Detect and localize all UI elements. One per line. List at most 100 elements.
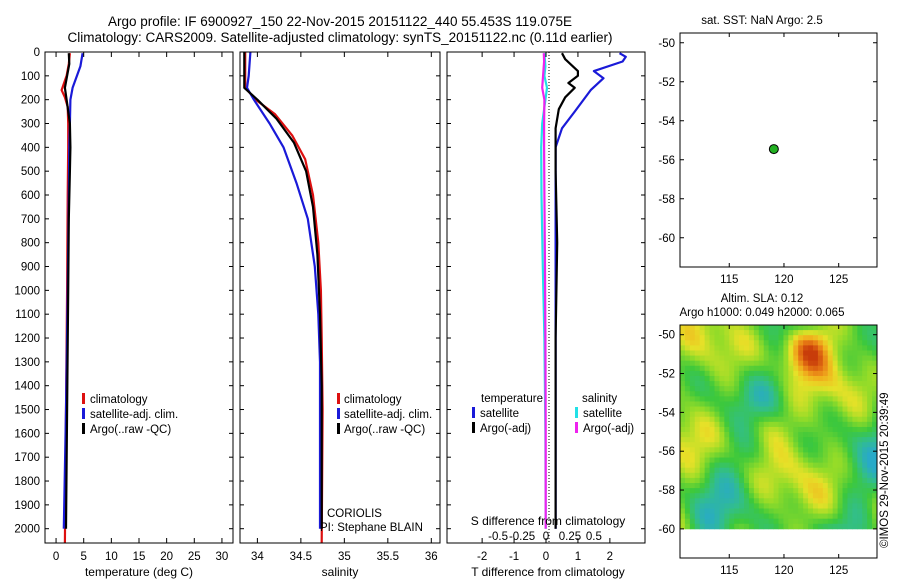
sla-cell (798, 381, 804, 387)
sla-heatmap-cells (680, 325, 878, 530)
sla-cell (699, 411, 706, 418)
sla-cell (724, 523, 730, 530)
depth-axis-labels: 0100200300400500600700800900100011001200… (14, 47, 40, 536)
sla-cell (803, 340, 809, 346)
sla-cell (808, 518, 814, 525)
sla-cell (812, 426, 819, 433)
sla-cell (783, 360, 789, 367)
sla-cell (773, 330, 779, 336)
position-ytick-label: -54 (658, 116, 675, 128)
sla-cell (778, 452, 784, 458)
sla-cell (872, 355, 878, 362)
sla-cell (763, 335, 770, 341)
sla-cell (837, 457, 843, 464)
sla-cell (778, 370, 784, 377)
sla-cell (812, 350, 819, 356)
sla-cell (773, 381, 779, 387)
sla-cell (768, 421, 774, 428)
sla-cell (714, 386, 720, 392)
sla-cell (699, 355, 706, 362)
sla-cell (768, 498, 774, 504)
sla-cell (817, 437, 824, 443)
position-points (768, 144, 779, 155)
sla-cell (763, 518, 770, 525)
sla-cell (798, 457, 804, 464)
sla-cell (832, 483, 838, 489)
sla-cell (714, 472, 720, 479)
sla-cell (719, 386, 725, 392)
sla-cell (773, 493, 779, 499)
sla-cell (812, 452, 819, 458)
sla-cell (778, 411, 784, 418)
sla-cell (714, 401, 720, 407)
sla-cell (748, 416, 755, 423)
sla-cell (788, 355, 794, 362)
sla-cell (739, 340, 745, 346)
salinity-axes-frame (239, 51, 441, 544)
depth-tick-label: 300 (21, 119, 40, 131)
sla-cell (739, 493, 745, 499)
sla-cell (694, 442, 701, 448)
sla-cell (798, 518, 804, 525)
sla-cell (694, 411, 701, 418)
sla-cell (748, 452, 755, 458)
sla-cell (709, 370, 715, 377)
sla-cell (793, 523, 799, 530)
sla-cell (857, 518, 863, 525)
legend-label-argo: Argo(..raw -QC) (90, 424, 171, 436)
sla-cell (803, 447, 809, 453)
sla-cell (842, 406, 848, 413)
sla-cell (793, 437, 799, 443)
sla-cell (748, 381, 755, 387)
sla-cell (763, 432, 770, 438)
sla-cell (803, 513, 809, 520)
sla-cell (753, 467, 760, 474)
sla-cell (827, 340, 834, 346)
sla-cell (778, 391, 784, 397)
sla-cell (788, 483, 794, 489)
sla-cell (847, 406, 853, 413)
sla-cell (680, 467, 686, 474)
sla-cell (827, 396, 834, 402)
sla-cell (783, 493, 789, 499)
sla-cell (758, 452, 765, 458)
sla-xtick-label: 125 (829, 565, 848, 577)
sla-cell (748, 432, 755, 438)
sla-cell (837, 508, 843, 514)
sla-cell (793, 442, 799, 448)
sla-cell (734, 513, 740, 520)
sla-cell (842, 488, 848, 494)
sla-cell (867, 360, 873, 367)
difference-series-3 (541, 53, 547, 529)
sla-cell (709, 432, 715, 438)
sla-cell (744, 335, 750, 341)
sla-cell (812, 370, 819, 377)
sla-cell (684, 432, 691, 438)
sla-cell (709, 401, 715, 407)
sla-cell (857, 523, 863, 530)
sla-cell (808, 330, 814, 336)
sla-cell (812, 411, 819, 418)
sla-cell (788, 401, 794, 407)
sla-cell (798, 350, 804, 356)
sla-cell (699, 447, 706, 453)
sla-cell (684, 350, 691, 356)
sla-cell (729, 426, 735, 433)
sla-cell (724, 467, 730, 474)
sla-cell (719, 447, 725, 453)
sla-cell (714, 360, 720, 367)
sla-cell (778, 401, 784, 407)
sla-cell (832, 452, 838, 458)
sla-cell (798, 442, 804, 448)
sla-cell (793, 467, 799, 474)
sla-cell (684, 391, 691, 397)
sla-cell (768, 340, 774, 346)
sla-cell (827, 523, 834, 530)
sla-cell (778, 518, 784, 525)
sla-cell (857, 432, 863, 438)
sla-cell (803, 345, 809, 351)
sla-cell (862, 345, 868, 351)
sla-cell (862, 432, 868, 438)
sla-cell (778, 437, 784, 443)
sla-cell (808, 411, 814, 418)
